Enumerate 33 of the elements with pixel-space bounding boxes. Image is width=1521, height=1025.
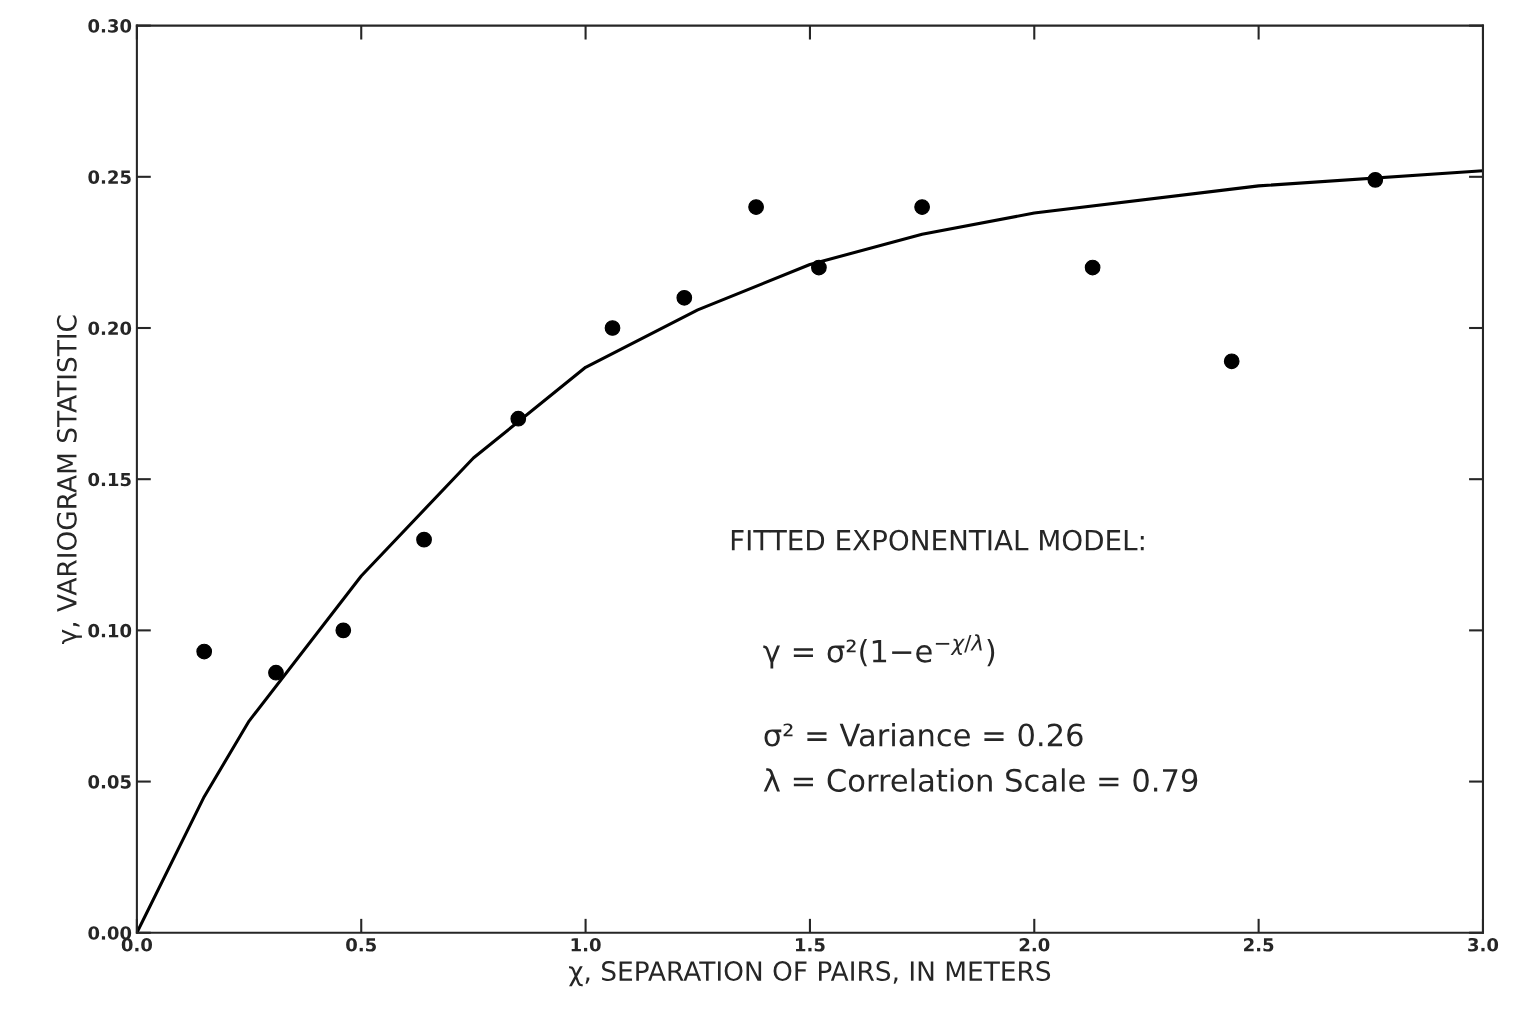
point — [676, 289, 693, 306]
x-axis-title: χ, SEPARATION OF PAIRS, IN METERS — [569, 961, 1051, 987]
annotation: γ = σ²(1−e$^{−χ/λ}$) — [763, 634, 995, 669]
point — [335, 622, 352, 639]
y-tick-label: 0.15 — [88, 472, 131, 487]
x-tick-label: 0.0 — [121, 937, 153, 952]
y-tick-label: 0.20 — [88, 321, 132, 336]
point — [196, 643, 213, 660]
x-tick-label: 1.5 — [795, 938, 825, 952]
y-tick-label: 0.05 — [88, 775, 131, 789]
y-tick-label: 0.30 — [88, 19, 132, 33]
x-tick-label: 3.0 — [1468, 937, 1499, 952]
point — [510, 410, 527, 427]
x-tick-label: 2.5 — [1244, 937, 1274, 952]
annotation: σ² = Variance = 0.26 — [764, 722, 1083, 747]
point — [1084, 259, 1101, 276]
point — [914, 199, 930, 215]
y-axis-title: γ, VARIOGRAM STATISTIC — [56, 315, 82, 644]
x-tick-label: 0.5 — [346, 937, 376, 952]
y-tick-label: 0.00 — [88, 926, 132, 940]
x-tick-label: 1.0 — [571, 937, 601, 952]
point — [268, 664, 284, 681]
x-tick-label: 2.0 — [1019, 937, 1050, 952]
point — [604, 320, 621, 336]
y-tick-label: 0.25 — [88, 170, 131, 184]
point — [1367, 171, 1384, 188]
y-tick-label: 0.10 — [88, 623, 132, 638]
point — [811, 259, 827, 276]
point — [416, 531, 432, 548]
annotation: FITTED EXPONENTIAL MODEL: — [731, 529, 1144, 551]
point — [748, 199, 764, 215]
annotation: λ = Correlation Scale = 0.79 — [763, 768, 1198, 792]
point — [1223, 353, 1240, 370]
